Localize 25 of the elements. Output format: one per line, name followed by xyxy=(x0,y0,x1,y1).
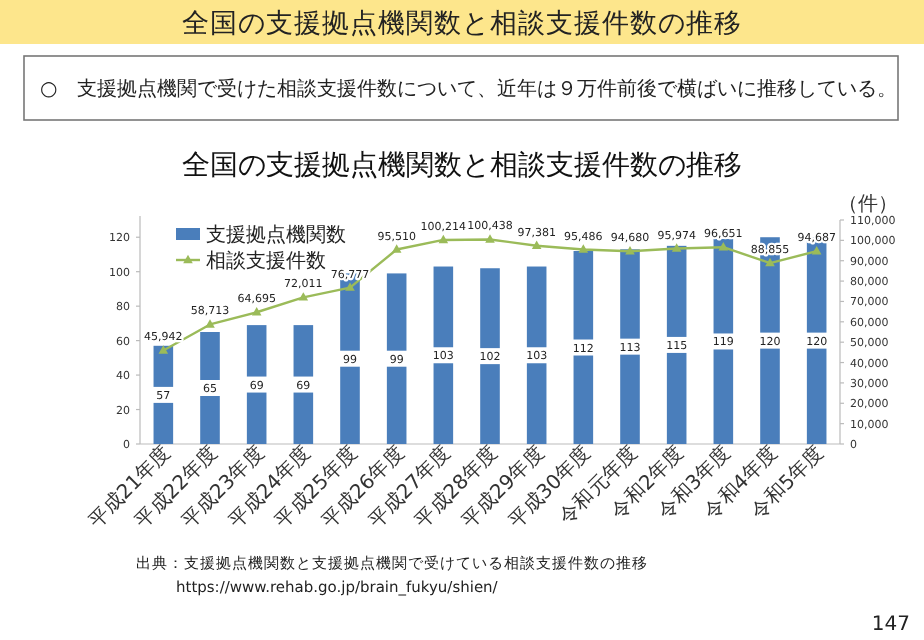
point xyxy=(531,240,542,249)
bar xyxy=(713,238,734,444)
point xyxy=(811,245,822,255)
point xyxy=(391,244,402,253)
point xyxy=(158,345,169,354)
point xyxy=(671,243,682,252)
point xyxy=(765,257,775,267)
chart-title: 全国の支援拠点機関数と相談支援件数の推移 xyxy=(182,8,742,40)
legend-label: 支援拠点機関数 xyxy=(206,223,346,247)
point xyxy=(485,234,495,243)
title-banner: 全国の支援拠点機関数と相談支援件数の推移 xyxy=(0,0,924,44)
point xyxy=(625,246,635,255)
point xyxy=(205,319,215,328)
text: 147 xyxy=(871,614,910,636)
point xyxy=(718,241,729,251)
y2-axis-title: （件） xyxy=(838,194,898,216)
point xyxy=(345,282,355,291)
point xyxy=(438,234,449,244)
point xyxy=(298,292,309,301)
bar xyxy=(480,268,500,444)
legend-label: 相談支援件数 xyxy=(206,249,326,273)
point xyxy=(578,244,589,253)
chart-subtitle: 全国の支援拠点機関数と相談支援件数の推移 xyxy=(182,150,742,182)
point xyxy=(251,307,262,316)
text: ○ 支援拠点機関で受けた相談支援件数について、近年は９万件前後で横ばいに推移している。 xyxy=(40,77,898,101)
